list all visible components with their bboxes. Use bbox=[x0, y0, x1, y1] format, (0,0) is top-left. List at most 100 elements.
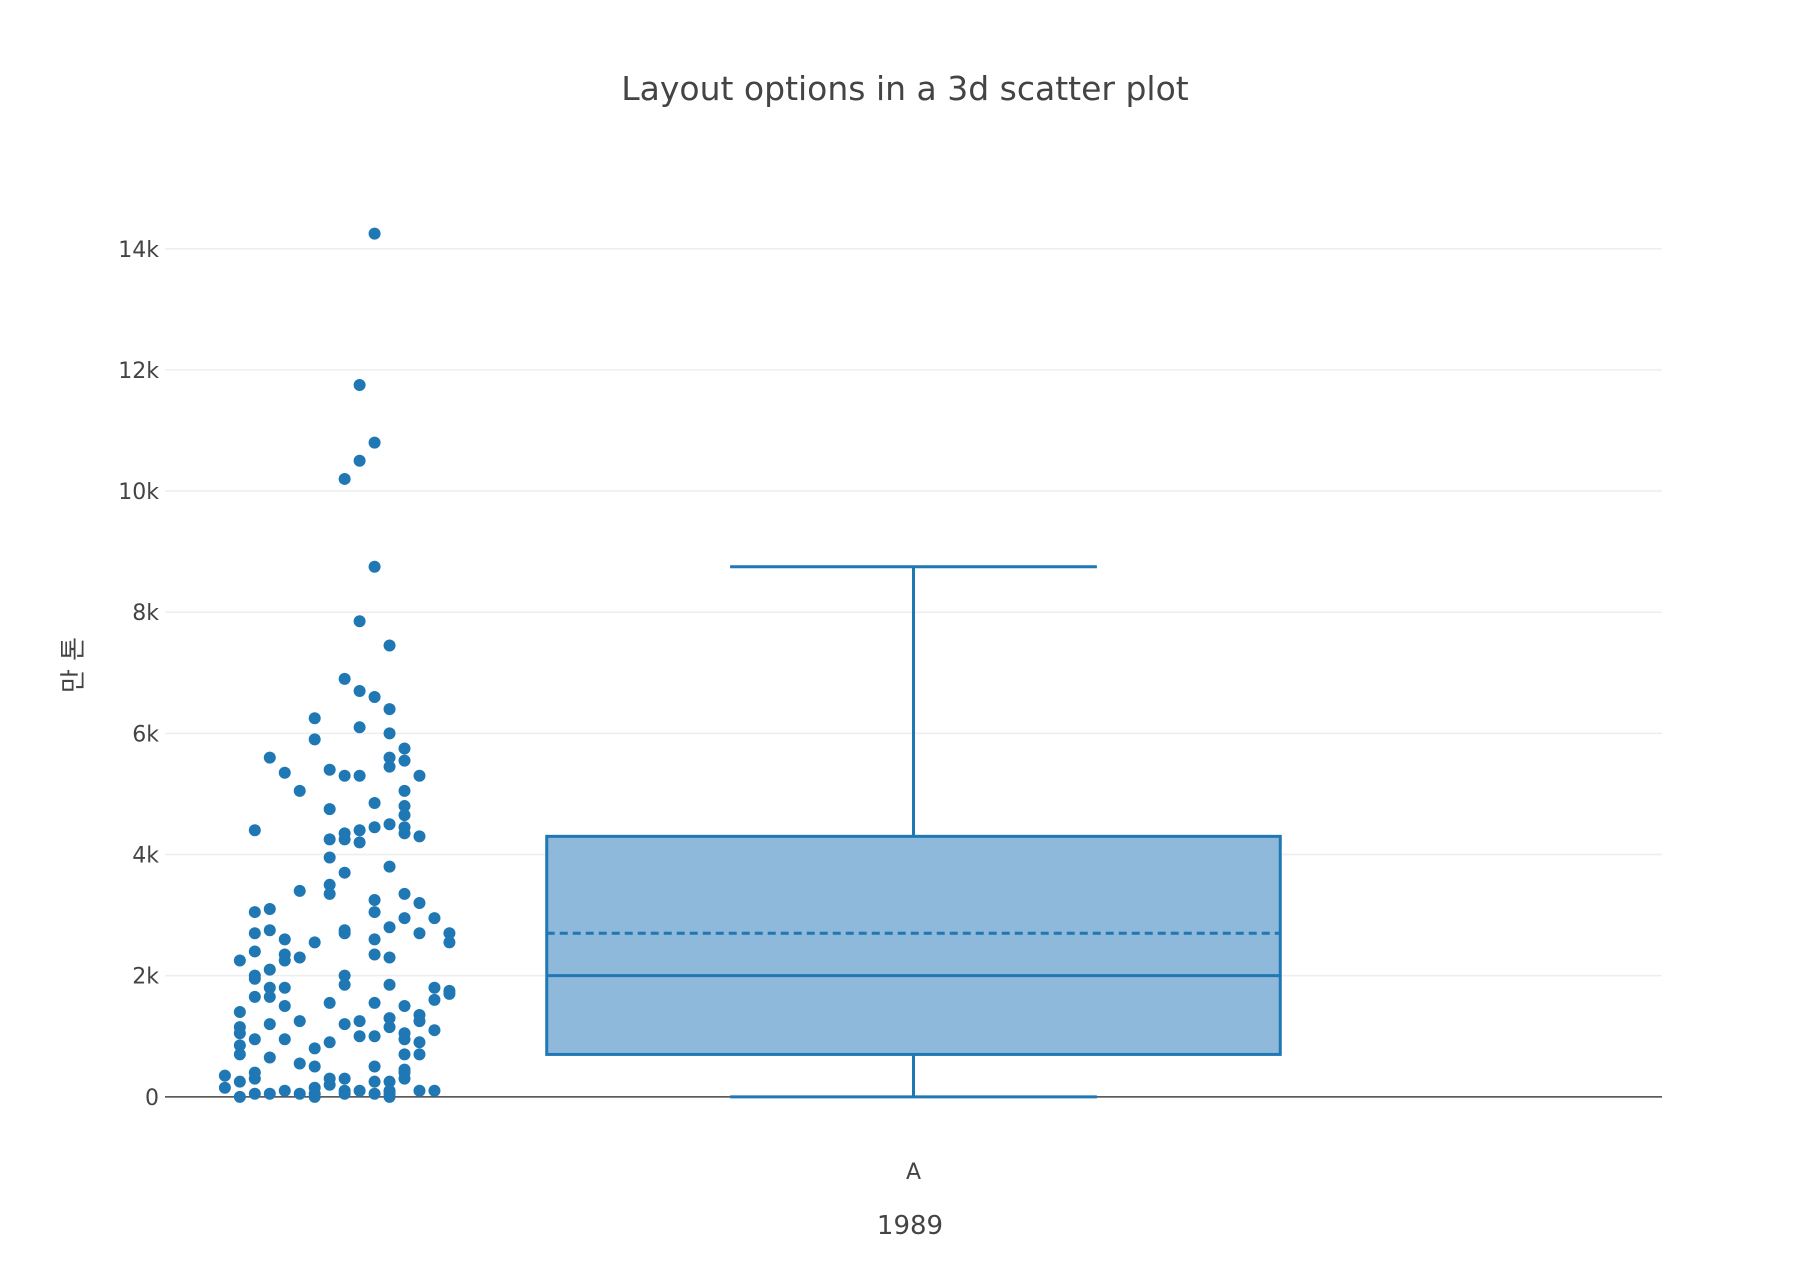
data-point bbox=[398, 887, 411, 900]
data-point bbox=[428, 993, 441, 1006]
data-point bbox=[248, 945, 261, 958]
data-point bbox=[413, 927, 426, 940]
data-point bbox=[368, 906, 381, 919]
data-point bbox=[248, 1087, 261, 1100]
data-point bbox=[308, 1042, 321, 1055]
data-point bbox=[293, 1057, 306, 1070]
data-point bbox=[353, 1030, 366, 1043]
data-point bbox=[383, 727, 396, 740]
data-point bbox=[248, 972, 261, 985]
data-point bbox=[383, 860, 396, 873]
data-point bbox=[383, 751, 396, 764]
data-point bbox=[323, 763, 336, 776]
y-tick-label: 4k bbox=[132, 844, 159, 869]
data-point bbox=[263, 990, 276, 1003]
x-axis-title: 1989 bbox=[877, 1211, 943, 1241]
data-point bbox=[278, 981, 291, 994]
data-point bbox=[368, 797, 381, 810]
data-point bbox=[338, 827, 351, 840]
y-tick-label: 6k bbox=[132, 722, 159, 747]
data-point bbox=[398, 1048, 411, 1061]
data-point bbox=[443, 936, 456, 949]
data-point bbox=[368, 1087, 381, 1100]
data-point bbox=[368, 1075, 381, 1088]
data-point bbox=[233, 1048, 246, 1061]
data-point bbox=[248, 1072, 261, 1085]
y-tick-label: 2k bbox=[132, 965, 159, 990]
data-point bbox=[368, 996, 381, 1009]
data-point bbox=[383, 1012, 396, 1025]
y-tick-label: 10k bbox=[118, 480, 159, 505]
data-point bbox=[233, 1075, 246, 1088]
data-point bbox=[263, 981, 276, 994]
data-point bbox=[338, 927, 351, 940]
data-point bbox=[413, 1048, 426, 1061]
data-point bbox=[368, 821, 381, 834]
data-point bbox=[368, 691, 381, 704]
data-point bbox=[368, 560, 381, 573]
data-point bbox=[218, 1069, 231, 1082]
data-point bbox=[263, 963, 276, 976]
data-point bbox=[323, 887, 336, 900]
data-point bbox=[428, 912, 441, 925]
box-trace bbox=[545, 565, 1282, 1099]
y-tick-label: 12k bbox=[118, 359, 159, 384]
data-point bbox=[278, 1033, 291, 1046]
data-point bbox=[353, 615, 366, 628]
data-point bbox=[248, 906, 261, 919]
data-point bbox=[338, 769, 351, 782]
data-point bbox=[278, 1084, 291, 1097]
data-point bbox=[413, 830, 426, 843]
data-point bbox=[398, 1033, 411, 1046]
data-point bbox=[383, 639, 396, 652]
data-point bbox=[398, 912, 411, 925]
data-point bbox=[323, 1078, 336, 1091]
data-point bbox=[428, 1024, 441, 1037]
box-body bbox=[545, 834, 1282, 1056]
data-point bbox=[368, 948, 381, 961]
data-point bbox=[353, 769, 366, 782]
data-point bbox=[323, 878, 336, 891]
data-point bbox=[218, 1081, 231, 1094]
y-axis-ticks: 0 2k 4k 6k 8k 10k 12k 14k bbox=[118, 238, 159, 1111]
data-point bbox=[383, 818, 396, 831]
data-point bbox=[293, 1015, 306, 1028]
data-point bbox=[308, 936, 321, 949]
data-point bbox=[368, 893, 381, 906]
y-tick-label: 8k bbox=[132, 601, 159, 626]
data-point bbox=[383, 760, 396, 773]
data-point bbox=[338, 672, 351, 685]
data-point bbox=[263, 1018, 276, 1031]
data-point bbox=[428, 1084, 441, 1097]
data-point bbox=[263, 1051, 276, 1064]
data-point bbox=[353, 379, 366, 392]
data-point bbox=[353, 1015, 366, 1028]
data-point bbox=[368, 1030, 381, 1043]
data-point bbox=[323, 833, 336, 846]
data-point bbox=[308, 712, 321, 725]
data-point bbox=[383, 1021, 396, 1034]
data-point bbox=[368, 436, 381, 449]
data-point bbox=[398, 800, 411, 813]
data-point bbox=[443, 927, 456, 940]
data-point bbox=[263, 751, 276, 764]
data-point bbox=[248, 990, 261, 1003]
data-point bbox=[353, 684, 366, 697]
data-point bbox=[413, 896, 426, 909]
data-point bbox=[398, 809, 411, 822]
data-point bbox=[338, 1072, 351, 1085]
data-point bbox=[263, 903, 276, 916]
data-point bbox=[233, 1039, 246, 1052]
y-tick-label: 0 bbox=[145, 1086, 159, 1111]
data-point bbox=[338, 1087, 351, 1100]
data-point bbox=[368, 933, 381, 946]
data-point bbox=[248, 1033, 261, 1046]
data-point bbox=[443, 987, 456, 1000]
data-point bbox=[383, 951, 396, 964]
data-point bbox=[368, 1060, 381, 1073]
data-point bbox=[323, 803, 336, 816]
data-point bbox=[233, 954, 246, 967]
data-point bbox=[278, 766, 291, 779]
data-point bbox=[278, 933, 291, 946]
